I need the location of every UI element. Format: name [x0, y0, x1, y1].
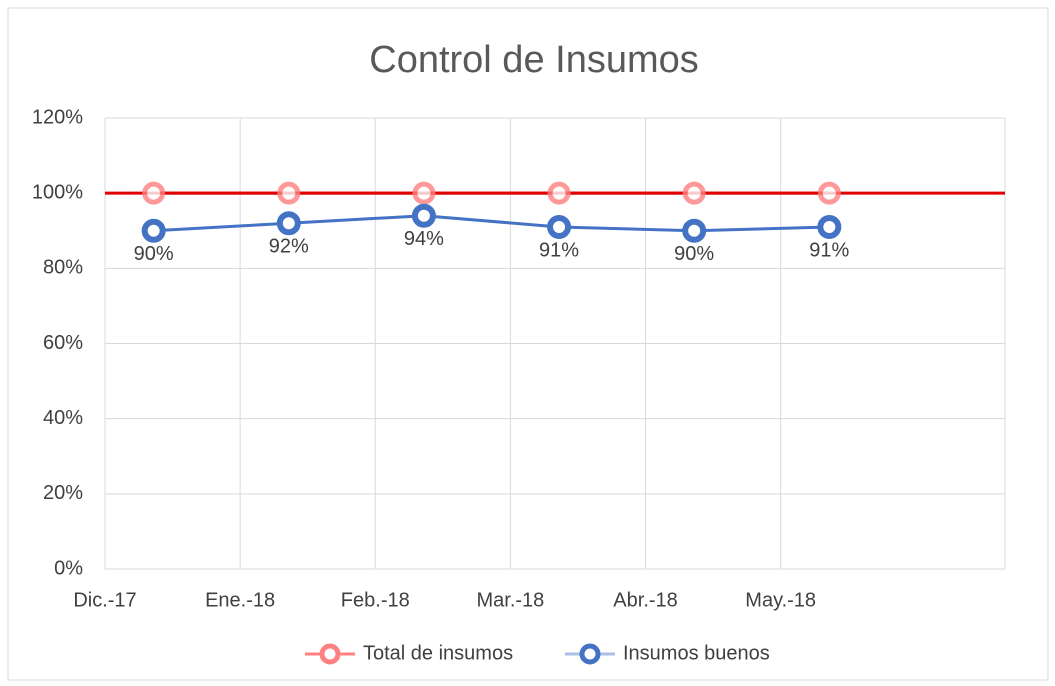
marker	[277, 181, 301, 205]
marker	[411, 203, 436, 228]
marker	[682, 181, 706, 205]
marker	[276, 211, 301, 236]
legend-label: Insumos buenos	[623, 642, 770, 664]
data-label: 90%	[674, 243, 714, 265]
data-label: 91%	[809, 239, 849, 261]
y-tick-label: 40%	[43, 407, 83, 429]
marker	[142, 181, 166, 205]
y-tick-label: 100%	[32, 181, 83, 203]
chart-title: Control de Insumos	[369, 39, 699, 81]
marker	[547, 181, 571, 205]
marker	[412, 181, 436, 205]
x-tick-label: Dic.-17	[73, 589, 136, 611]
series-line	[153, 214, 830, 233]
legend-marker	[319, 643, 341, 665]
marker	[141, 218, 166, 243]
legend-marker	[579, 643, 601, 665]
x-tick-label: Mar.-18	[476, 589, 544, 611]
marker	[817, 181, 841, 205]
legend-label: Total de insumos	[363, 642, 513, 664]
y-tick-label: 120%	[32, 106, 83, 128]
x-tick-label: May.-18	[745, 589, 816, 611]
x-tick-label: Feb.-18	[341, 589, 410, 611]
y-tick-label: 80%	[43, 257, 83, 279]
marker	[682, 218, 707, 243]
y-tick-label: 60%	[43, 332, 83, 354]
data-label: 92%	[269, 236, 309, 258]
data-label: 94%	[404, 228, 444, 250]
marker	[817, 214, 842, 239]
data-label: 90%	[134, 243, 174, 265]
y-tick-label: 20%	[43, 482, 83, 504]
marker	[547, 214, 572, 239]
data-label: 91%	[539, 239, 579, 261]
x-tick-label: Ene.-18	[205, 589, 275, 611]
x-tick-label: Abr.-18	[613, 589, 677, 611]
y-tick-label: 0%	[54, 557, 83, 579]
